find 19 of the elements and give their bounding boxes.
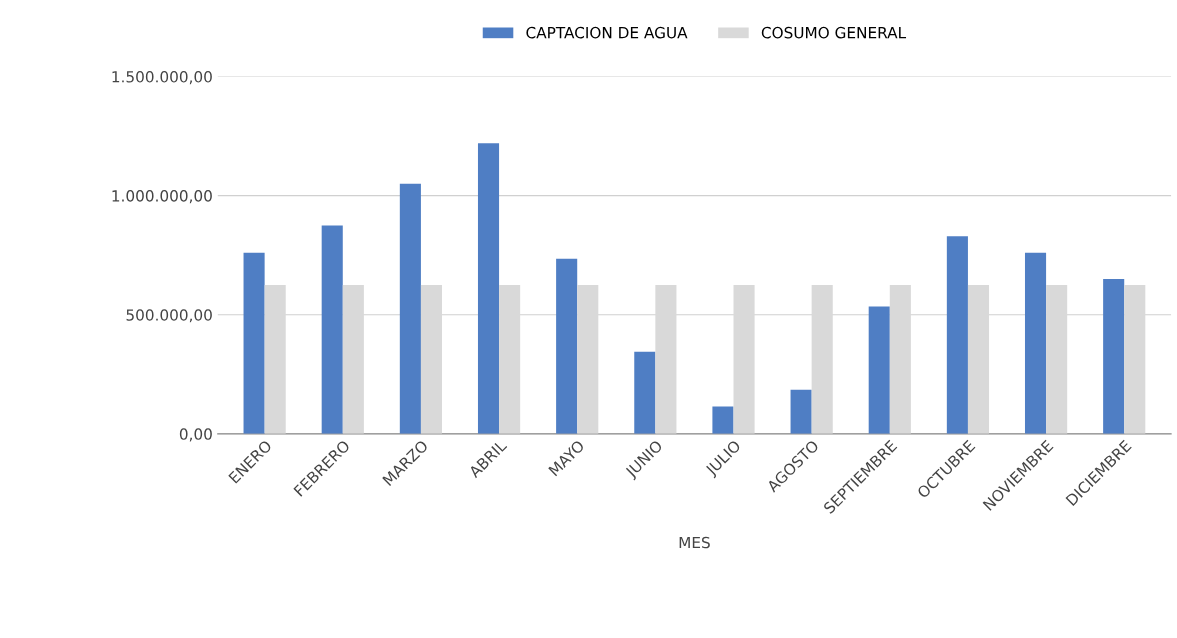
bar xyxy=(1024,252,1047,434)
legend-label: CAPTACION DE AGUA xyxy=(526,26,688,39)
x-axis-title: MES xyxy=(679,536,710,549)
bar xyxy=(712,406,734,434)
bar xyxy=(634,351,656,434)
bar xyxy=(243,252,265,434)
y-tick-label: 500.000,00 xyxy=(126,309,212,323)
bar xyxy=(321,225,343,434)
bar xyxy=(790,389,812,434)
bar xyxy=(868,306,890,434)
y-tick-label: 1.500.000,00 xyxy=(112,71,212,85)
bar xyxy=(556,258,578,434)
legend-label: COSUMO GENERAL xyxy=(761,26,907,39)
bar xyxy=(477,143,500,434)
y-tick-label: 0,00 xyxy=(179,428,212,442)
bar xyxy=(1103,279,1125,434)
y-tick-label: 1.000.000,00 xyxy=(112,190,212,204)
bar xyxy=(399,183,421,434)
bar xyxy=(946,236,968,434)
